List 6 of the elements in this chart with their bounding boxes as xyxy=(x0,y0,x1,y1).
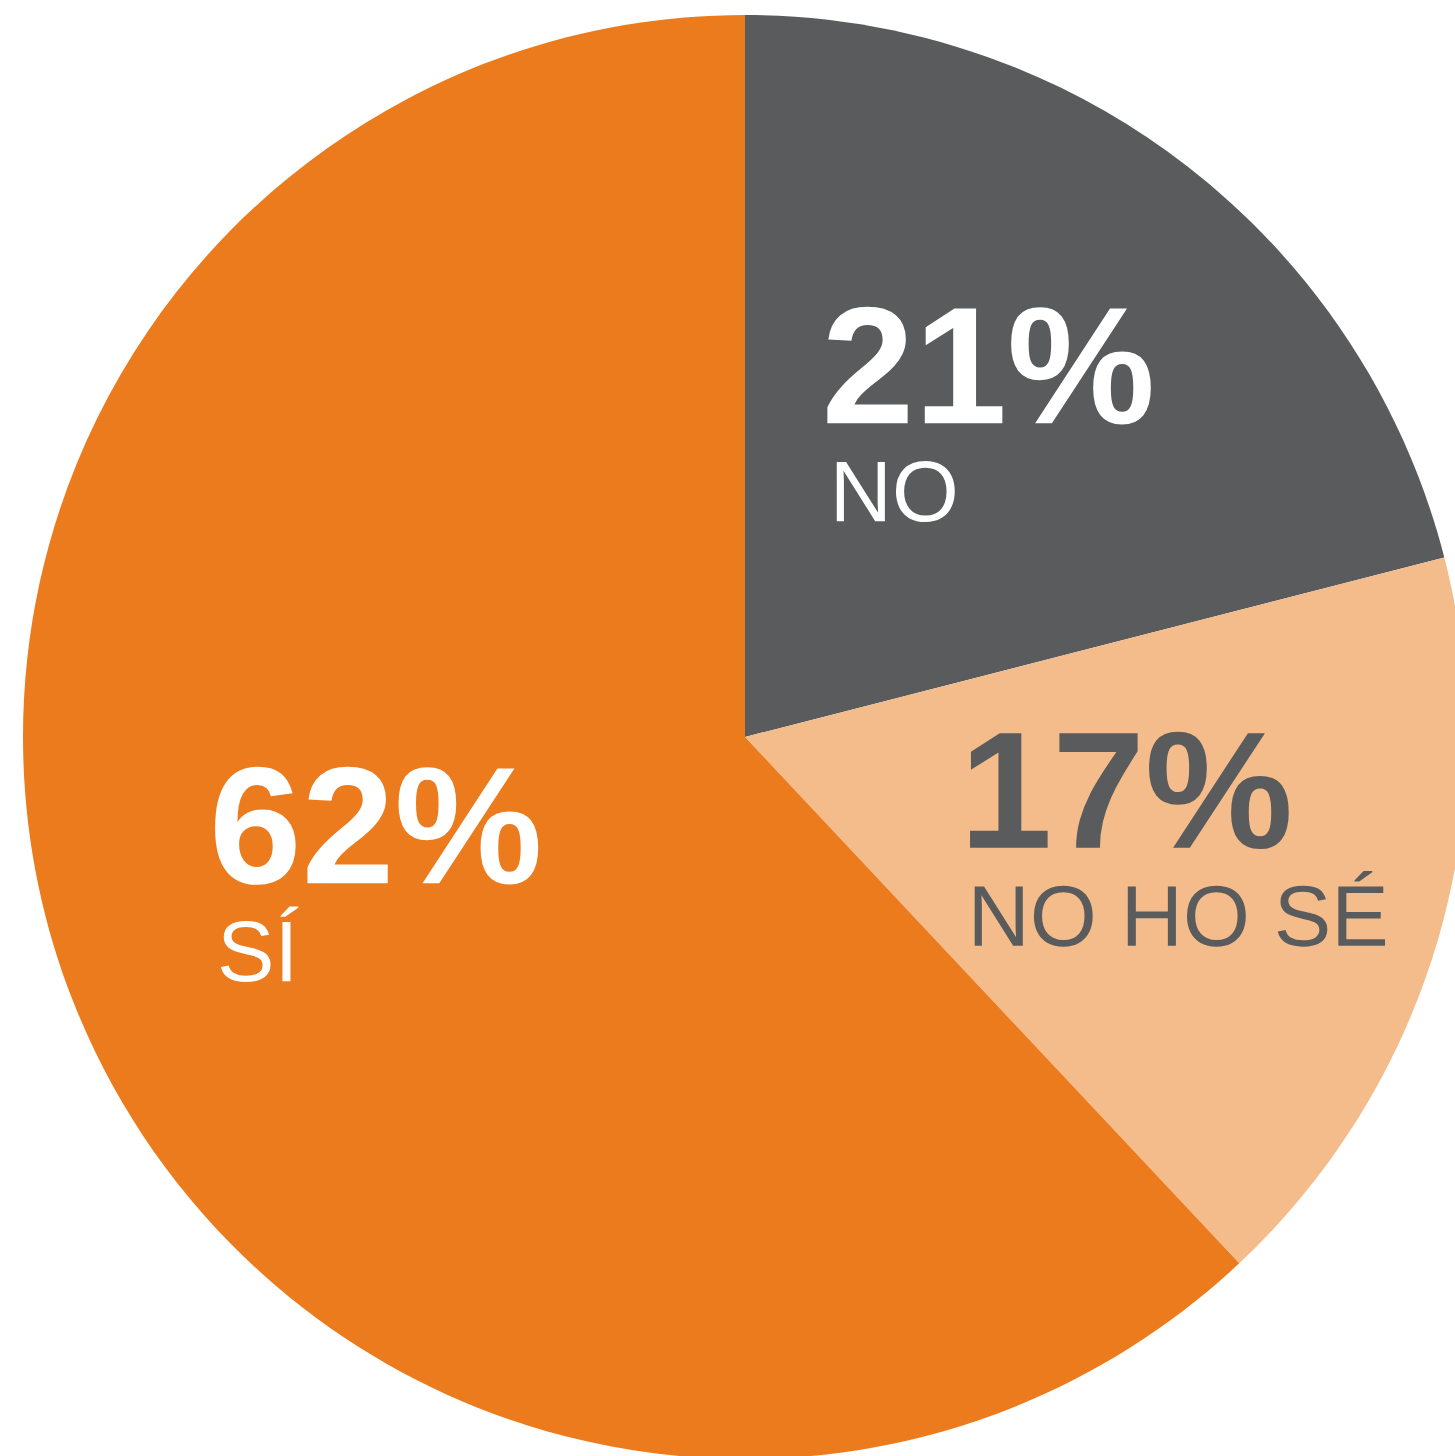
data-label: 17% xyxy=(970,731,1289,850)
slice-label: NO xyxy=(836,461,955,523)
slice-label: SÍ xyxy=(220,906,299,983)
data-label: 21% xyxy=(827,306,1151,425)
data-label: 62% xyxy=(215,766,539,885)
slice-label: NO HO SÉ xyxy=(974,871,1385,947)
